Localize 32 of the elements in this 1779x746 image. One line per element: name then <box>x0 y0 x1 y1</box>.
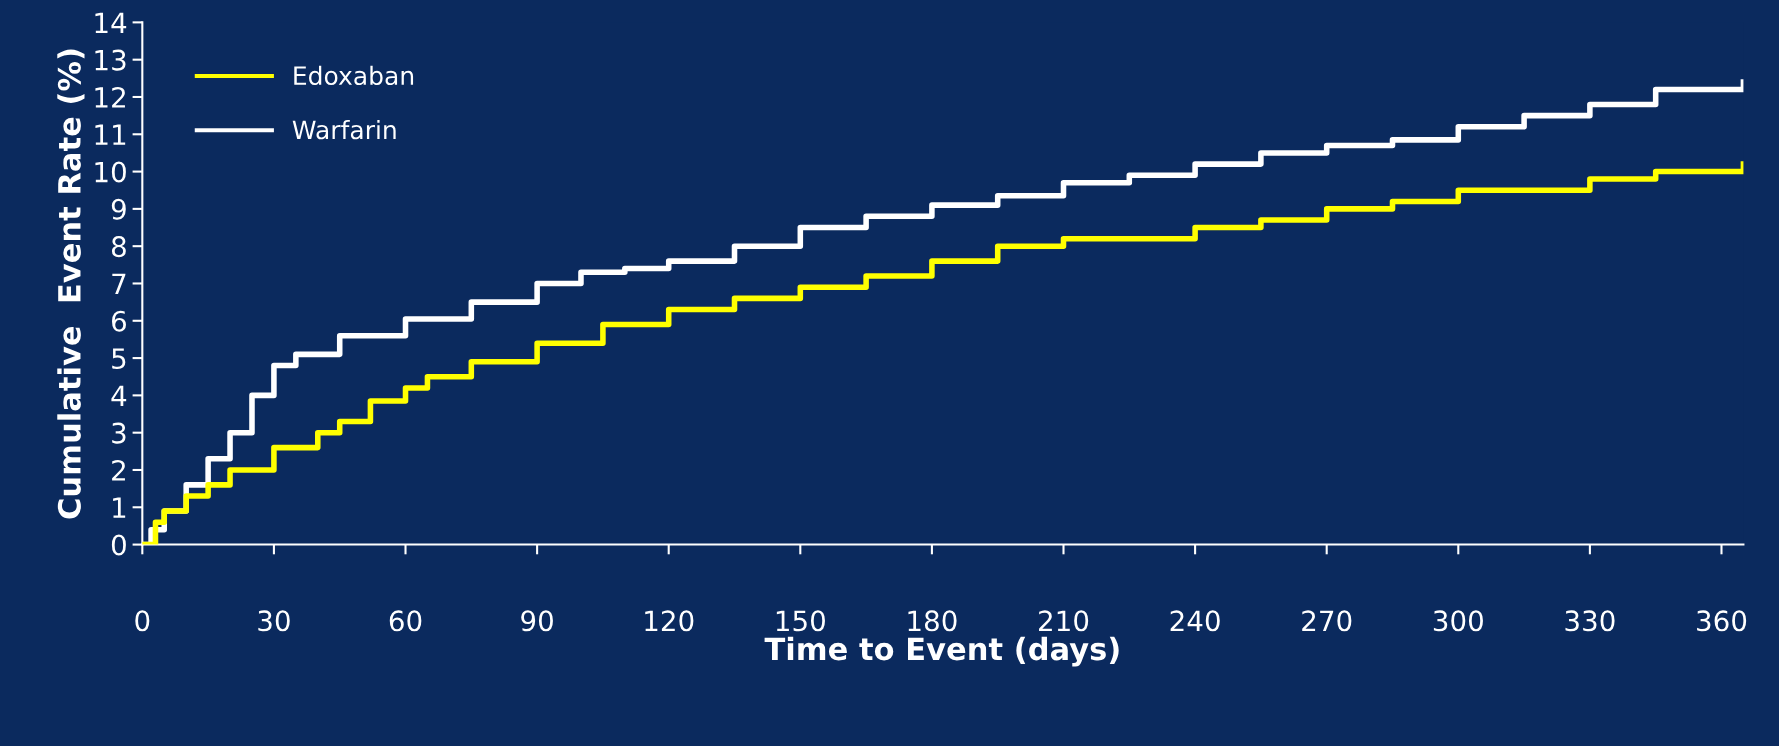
y-tick-label: 1 <box>113 497 126 518</box>
x-tick-label: 150 <box>776 610 825 632</box>
y-tick-label: 2 <box>112 459 125 481</box>
x-tick-label: 30 <box>258 610 290 632</box>
y-tick-label: 8 <box>111 236 126 258</box>
x-tick-label: 360 <box>1697 610 1747 632</box>
x-tick-label: 60 <box>389 610 422 632</box>
y-tick-label: 12 <box>95 86 125 108</box>
y-tick-label: 11 <box>95 124 126 145</box>
legend-label: Warfarin <box>292 119 396 140</box>
x-tick-label: 330 <box>1565 610 1615 632</box>
x-tick-label: 180 <box>908 610 957 632</box>
y-axis-title: Cumulative Event Rate (%) <box>57 49 85 519</box>
y-tick-label: 3 <box>112 422 126 444</box>
y-tick-label: 7 <box>112 273 126 295</box>
x-axis-title: Time to Event (days) <box>764 636 1119 667</box>
y-tick-label: 13 <box>95 49 126 71</box>
y-tick-label: 4 <box>111 385 127 406</box>
y-tick-label: 14 <box>95 12 127 33</box>
x-tick-label: 300 <box>1433 610 1483 632</box>
x-tick-label: 270 <box>1302 610 1352 632</box>
x-tick-label: 0 <box>135 610 150 632</box>
y-tick-label: 6 <box>112 310 126 332</box>
y-tick-label: 5 <box>112 348 126 370</box>
y-tick-label: 10 <box>95 161 126 183</box>
x-tick-label: 120 <box>645 610 694 632</box>
legend-label: Edoxaban <box>294 65 414 86</box>
x-tick-label: 90 <box>521 610 553 632</box>
y-tick-label: 9 <box>111 198 126 220</box>
x-tick-label: 240 <box>1170 610 1220 632</box>
x-tick-label: 210 <box>1039 610 1089 632</box>
y-tick-label: 0 <box>111 534 126 556</box>
